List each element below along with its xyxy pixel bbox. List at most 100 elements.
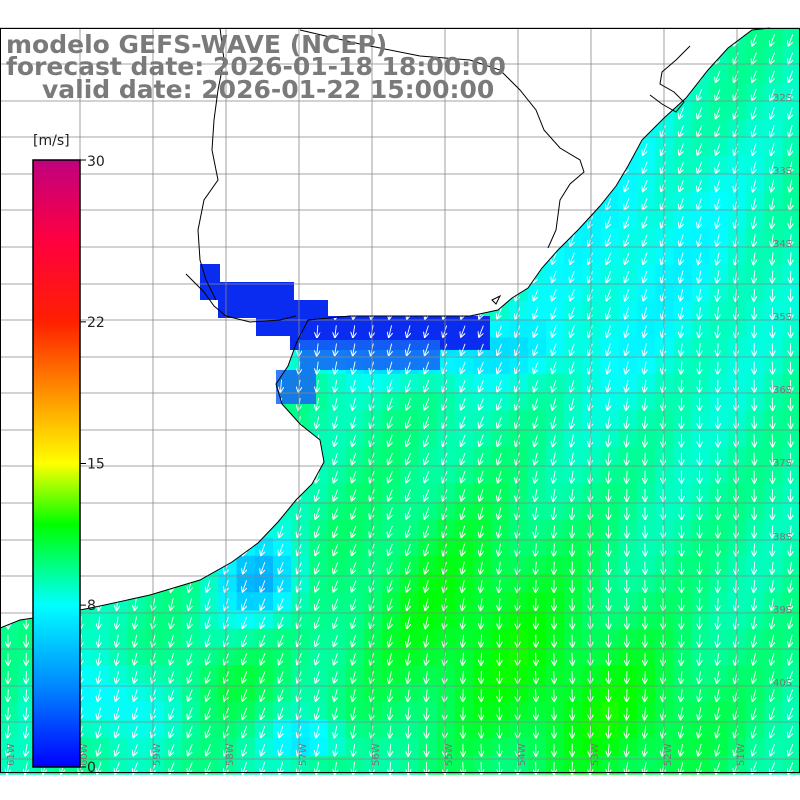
wind-cell: [527, 574, 547, 593]
wind-cell: [564, 737, 583, 757]
wind-cell: [564, 555, 583, 575]
wind-cell: [564, 501, 583, 520]
wind-cell: [782, 355, 800, 375]
wind-cell: [491, 501, 511, 520]
latitude-label: 40S: [773, 678, 792, 689]
longitude-label: 53W: [590, 743, 601, 766]
wind-arrow: [608, 725, 609, 738]
latitude-label: 38S: [773, 532, 792, 543]
wind-cell: [618, 574, 638, 593]
wind-cell: [400, 628, 420, 648]
wind-cell: [673, 410, 693, 429]
wind-cell: [527, 683, 547, 702]
wind-cell: [691, 483, 711, 502]
wind-cell: [345, 701, 365, 721]
wind-cell: [600, 501, 620, 520]
wind-cell: [600, 483, 620, 502]
wind-cell: [364, 665, 383, 684]
wind-cell: [746, 501, 765, 520]
wind-cell: [709, 501, 729, 520]
wind-cell: [691, 537, 711, 557]
wind-cell: [109, 701, 128, 721]
wind-cell: [691, 646, 711, 666]
longitude-label: 59W: [152, 743, 163, 766]
wind-cell: [527, 610, 547, 630]
latitude-label: 36S: [773, 385, 792, 396]
wind-arrow: [752, 88, 757, 100]
wind-cell: [400, 592, 420, 611]
wind-cell: [364, 628, 383, 648]
wind-cell: [709, 464, 729, 484]
wind-cell: [600, 665, 620, 684]
wind-arrow: [770, 52, 776, 64]
wind-cell: [546, 428, 565, 448]
wind-cell: [600, 555, 620, 575]
wind-cell: [600, 355, 620, 375]
wind-cell: [582, 592, 602, 611]
wind-cell: [91, 719, 110, 739]
wind-cell: [746, 228, 765, 247]
wind-cell: [637, 483, 656, 502]
wind-arrow: [408, 743, 409, 756]
wind-cell: [618, 737, 638, 757]
wind-cell: [582, 464, 602, 484]
wind-cell: [600, 646, 620, 666]
wind-cell: [418, 646, 438, 666]
wind-cell: [273, 737, 292, 757]
wind-cell: [145, 628, 165, 648]
wind-cell: [691, 574, 711, 593]
wind-cell: [546, 519, 565, 539]
wind-cell: [400, 701, 420, 721]
wind-cell: [527, 519, 547, 539]
wind-cell: [600, 610, 620, 630]
wind-cell: [600, 410, 620, 429]
wind-cell: [655, 428, 674, 448]
wind-cell: [345, 737, 365, 757]
wind-cell: [746, 555, 765, 575]
wind-cell: [345, 665, 365, 684]
wind-arrow: [736, 561, 737, 574]
wind-cell: [618, 628, 638, 648]
wind-cell: [600, 537, 620, 557]
wind-cell: [509, 665, 529, 684]
wind-cell: [673, 519, 693, 539]
wind-cell: [637, 665, 656, 684]
wind-cell: [309, 410, 329, 429]
wind-cell: [564, 628, 583, 648]
wind-cell: [527, 410, 547, 429]
wind-cell: [327, 410, 347, 429]
wind-cell: [709, 301, 729, 320]
wind-cell: [691, 392, 711, 411]
wind-cell: [546, 665, 565, 684]
wind-cell: [382, 665, 401, 684]
wind-cell: [673, 610, 693, 630]
wind-cell: [655, 592, 674, 611]
wind-arrow: [8, 689, 9, 701]
wind-cell: [673, 337, 693, 357]
wind-cell: [691, 228, 711, 247]
wind-cell: [91, 701, 110, 721]
wind-cell: [637, 574, 656, 593]
wind-cell: [109, 665, 128, 684]
wind-cell: [600, 592, 620, 611]
wind-cell: [600, 373, 620, 393]
wind-cell: [782, 410, 800, 429]
wind-cell: [637, 282, 656, 302]
wind-cell: [673, 665, 693, 684]
wind-cell: [618, 446, 638, 466]
wind-cell: [400, 719, 420, 739]
wind-cell: [637, 501, 656, 520]
wind-cell: [600, 701, 620, 721]
colorbar-gradient: [32, 159, 81, 768]
longitude-label: 52W: [663, 743, 674, 766]
wind-cell: [764, 191, 784, 211]
wind-cell: [91, 646, 110, 666]
wind-cell: [327, 719, 347, 739]
wind-arrow: [697, 88, 703, 100]
wind-cell: [618, 683, 638, 702]
wind-cell: [782, 319, 800, 338]
wind-cell: [582, 410, 602, 429]
wind-cell: [637, 392, 656, 411]
wind-arrow: [627, 707, 628, 719]
wind-cell: [163, 592, 183, 611]
